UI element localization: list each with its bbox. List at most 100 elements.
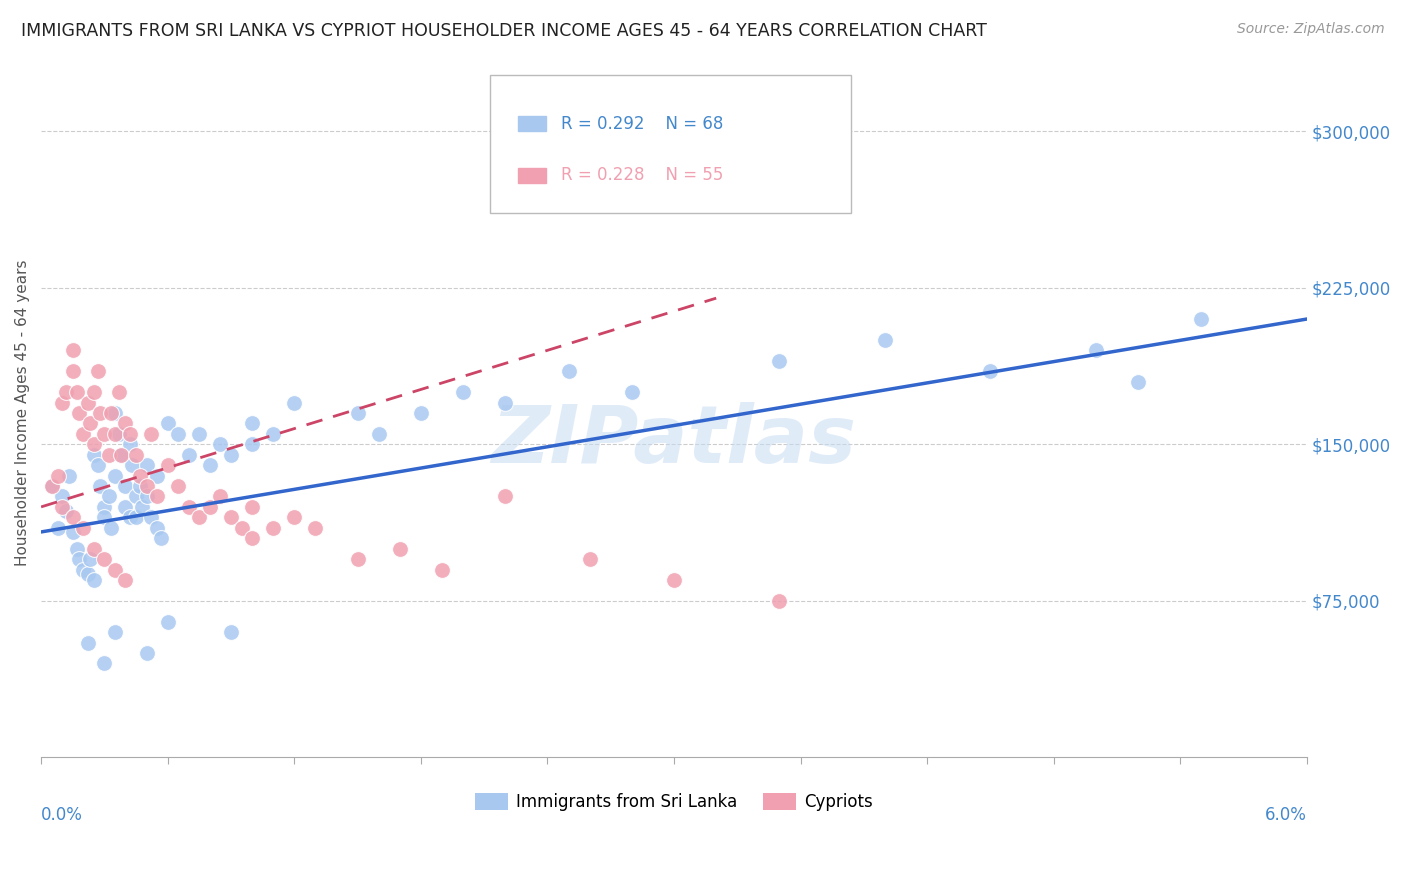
Point (114, 573, 136, 587)
Point (104, 562, 127, 576)
Point (409, 406, 432, 420)
Point (283, 510, 305, 524)
Point (129, 468, 152, 483)
Point (198, 500, 221, 514)
Point (72, 562, 94, 576)
Point (146, 468, 169, 483)
Y-axis label: Householder Income Ages 45 - 64 years: Householder Income Ages 45 - 64 years (15, 260, 30, 566)
Point (146, 521, 169, 535)
Point (209, 437, 232, 451)
Point (79, 417, 101, 431)
Point (93, 510, 115, 524)
Point (100, 521, 122, 535)
Point (93, 657, 115, 671)
Point (304, 521, 326, 535)
Point (240, 437, 263, 451)
Point (139, 510, 162, 524)
Point (1126, 375, 1149, 389)
Point (146, 490, 169, 504)
Point (283, 395, 305, 409)
Point (62, 510, 84, 524)
Point (1189, 312, 1212, 326)
Legend: Immigrants from Sri Lanka, Cypriots: Immigrants from Sri Lanka, Cypriots (468, 787, 880, 818)
Bar (519, 168, 546, 183)
Point (114, 417, 136, 431)
Point (93, 552, 115, 566)
Point (240, 417, 263, 431)
Point (118, 510, 141, 524)
Point (89, 479, 111, 493)
Point (131, 500, 153, 514)
Point (41, 479, 63, 493)
Point (114, 479, 136, 493)
Bar (519, 116, 546, 131)
Point (135, 479, 157, 493)
Point (262, 521, 284, 535)
Point (768, 594, 790, 608)
Point (662, 573, 685, 587)
Point (83, 573, 105, 587)
Point (66, 385, 89, 400)
Point (177, 500, 200, 514)
Point (139, 426, 162, 441)
Point (494, 490, 516, 504)
Point (79, 552, 101, 566)
Point (156, 417, 179, 431)
Point (125, 510, 148, 524)
Point (108, 426, 131, 441)
Point (150, 531, 173, 545)
Point (430, 562, 453, 576)
Point (346, 406, 368, 420)
Point (177, 448, 200, 462)
Point (67, 406, 90, 420)
Text: 6.0%: 6.0% (1265, 805, 1308, 823)
Text: R = 0.228    N = 55: R = 0.228 N = 55 (561, 166, 724, 185)
Text: 0.0%: 0.0% (41, 805, 83, 823)
Point (768, 353, 790, 368)
Point (41, 479, 63, 493)
Point (198, 458, 221, 472)
Point (135, 458, 157, 472)
Point (55, 385, 77, 400)
Point (83, 385, 105, 400)
Point (62, 343, 84, 358)
Point (93, 426, 115, 441)
Point (100, 406, 122, 420)
Point (219, 625, 242, 640)
Point (231, 521, 253, 535)
Point (72, 521, 94, 535)
Point (97, 490, 120, 504)
Point (219, 448, 242, 462)
Point (167, 426, 190, 441)
Point (110, 448, 132, 462)
Point (67, 552, 90, 566)
Point (87, 364, 110, 378)
Point (104, 406, 127, 420)
Point (620, 385, 643, 400)
Point (156, 615, 179, 629)
Point (451, 385, 474, 400)
Point (979, 364, 1001, 378)
Point (156, 458, 179, 472)
Point (135, 490, 157, 504)
Text: Source: ZipAtlas.com: Source: ZipAtlas.com (1237, 22, 1385, 37)
Point (83, 541, 105, 556)
Point (114, 500, 136, 514)
Point (129, 479, 152, 493)
Point (209, 490, 232, 504)
Point (51, 490, 73, 504)
Text: IMMIGRANTS FROM SRI LANKA VS CYPRIOT HOUSEHOLDER INCOME AGES 45 - 64 YEARS CORRE: IMMIGRANTS FROM SRI LANKA VS CYPRIOT HOU… (21, 22, 987, 40)
Point (62, 524, 84, 539)
Point (494, 395, 516, 409)
Point (93, 500, 115, 514)
Point (262, 426, 284, 441)
Point (46, 521, 69, 535)
Point (873, 333, 896, 347)
Point (121, 458, 143, 472)
Point (55, 504, 77, 518)
Point (66, 541, 89, 556)
Point (51, 500, 73, 514)
Point (58, 468, 80, 483)
Point (83, 448, 105, 462)
Point (51, 395, 73, 409)
